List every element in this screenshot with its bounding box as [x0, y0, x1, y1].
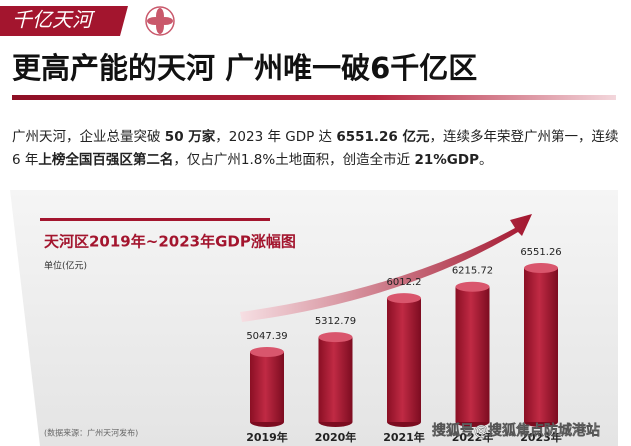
- chart-title: 天河区2019年~2023年GDP涨幅图: [44, 233, 296, 251]
- value-label: 6012.2: [387, 277, 422, 288]
- unit-label: 单位(亿元): [44, 260, 87, 272]
- text: 。: [478, 152, 493, 168]
- bar: [250, 352, 284, 422]
- value-label: 5047.39: [246, 331, 287, 342]
- bold-text: 上榜全国百强区第二名: [38, 152, 174, 168]
- trend-arrow: [240, 214, 532, 322]
- x-tick-label: 2019年: [246, 430, 288, 444]
- bold-text: 6551.26 亿元: [336, 129, 430, 145]
- bar-top: [455, 281, 490, 292]
- bar: [318, 337, 353, 422]
- text: ，2023 年 GDP 达: [215, 129, 337, 145]
- bars: 5047.39 2019年 5312.79 2020年 6012.2 2021年 6215.…: [246, 247, 562, 444]
- x-tick-label: 2021年: [383, 430, 425, 444]
- intro-paragraph: 广州天河，企业总量突破 50 万家，2023 年 GDP 达 6551.26 亿…: [12, 126, 624, 172]
- text: ，仅占广州1.8%土地面积，创造全市近: [173, 152, 415, 168]
- watermark: 搜狐号@搜狐焦点防城港站: [432, 422, 600, 439]
- bar: [524, 268, 558, 422]
- bar-top: [387, 293, 421, 304]
- x-tick-label: 2022年: [452, 430, 494, 444]
- value-label: 5312.79: [315, 316, 356, 327]
- bar: [455, 286, 490, 422]
- source: (数据来源：广州天河发布): [44, 428, 138, 438]
- bar-top: [250, 347, 284, 357]
- x-tick-label: 2023年: [520, 430, 562, 444]
- bar: [387, 298, 421, 422]
- bar-top: [318, 332, 353, 343]
- rule: [12, 95, 616, 100]
- tag-banner: [0, 6, 128, 36]
- value-label: 6551.26: [520, 247, 561, 258]
- x-tick-label: 2020年: [315, 430, 357, 444]
- text: ，连续多年荣登广州第一，连续 6 年: [12, 129, 619, 168]
- logo: [145, 6, 175, 36]
- headline: 更高产能的天河 广州唯一破6千亿区: [12, 51, 477, 85]
- value-label: 6215.72: [452, 266, 493, 277]
- bold-text: 50 万家: [164, 129, 216, 145]
- bold-text: 21%GDP: [414, 152, 479, 168]
- title-bar: [40, 218, 270, 221]
- text: 广州天河，企业总量突破: [12, 129, 165, 145]
- bar-top: [524, 263, 558, 273]
- tag-text: 千亿天河: [12, 8, 96, 32]
